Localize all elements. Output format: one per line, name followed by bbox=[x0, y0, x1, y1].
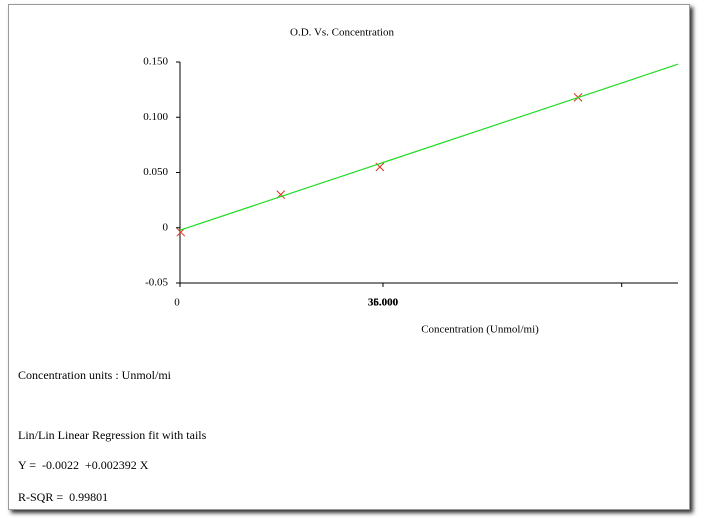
y-tick-label: 0.050 bbox=[143, 166, 168, 178]
x-tick-label: 36.000 bbox=[368, 297, 399, 309]
x-tick-label: 35.000 bbox=[368, 297, 399, 309]
note: Y = -0.0022 +0.002392 X bbox=[18, 458, 149, 472]
y-tick-label: 0.150 bbox=[143, 56, 168, 68]
fit-line bbox=[179, 63, 679, 231]
note: Concentration units : Unmol/mi bbox=[18, 368, 171, 382]
note: R-SQR = 0.99801 bbox=[18, 490, 109, 504]
y-tick-label: 0 bbox=[163, 221, 169, 233]
x-tick-label: 0 bbox=[174, 297, 180, 309]
y-tick-label: -0.05 bbox=[145, 277, 168, 289]
note: Lin/Lin Linear Regression fit with tails bbox=[18, 428, 207, 442]
x-axis-label: Concentration (Unmol/mi) bbox=[421, 324, 539, 336]
y-tick-label: 0.100 bbox=[143, 111, 168, 123]
chart-title: O.D. Vs. Concentration bbox=[290, 27, 394, 39]
report bbox=[8, 4, 690, 510]
